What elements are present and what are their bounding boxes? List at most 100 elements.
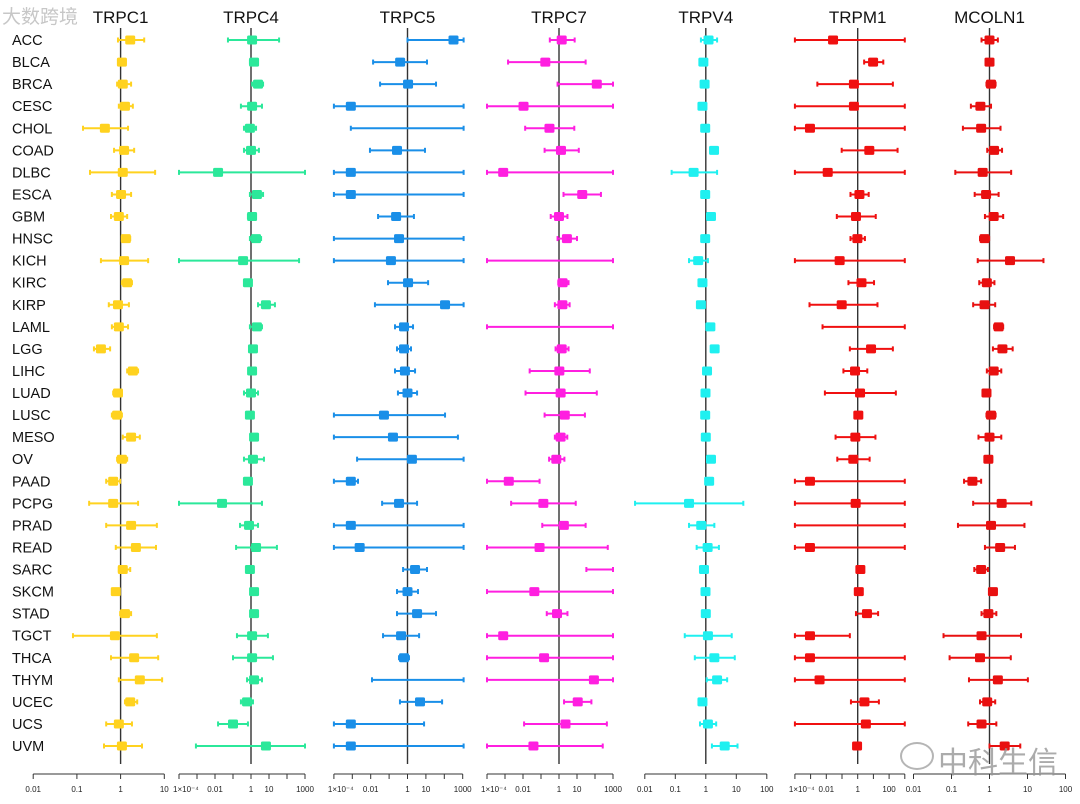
wechat-icon [900, 742, 934, 770]
hr-point-mcoln1-meso [984, 432, 995, 442]
hr-point-trpc7-stad [552, 609, 563, 619]
x-tick-label-trpc5: 0.01 [363, 785, 379, 794]
hr-point-trpm1-coad [864, 145, 875, 155]
hr-point-trpm1-thym [814, 675, 825, 685]
hr-point-trpc1-pcpg [108, 498, 119, 508]
hr-point-trpv4-meso [700, 432, 711, 442]
hr-point-trpc1-read [130, 542, 141, 552]
hr-point-trpc7-skcm [529, 587, 540, 597]
hr-point-trpc5-sarc [410, 565, 421, 574]
hr-point-trpc1-lihc [127, 366, 138, 376]
hr-point-trpv4-pcpg [684, 498, 695, 508]
hr-point-trpm1-meso [850, 432, 861, 442]
hr-point-trpv4-ucec [697, 697, 708, 707]
hr-point-trpc1-dlbc [117, 167, 128, 177]
hr-point-trpc7-cesc [518, 101, 529, 111]
x-tick-label-trpm1: 1 [855, 785, 860, 794]
hr-point-mcoln1-ucs [976, 719, 987, 729]
panel-title-mcoln1: MCOLN1 [954, 8, 1025, 27]
x-tick-label-trpc1: 0.01 [25, 785, 41, 794]
hr-point-trpc5-brca [403, 79, 414, 89]
row-label-kirc: KIRC [12, 276, 47, 292]
panel-title-trpc1: TRPC1 [93, 8, 149, 27]
hr-point-trpc5-pcpg [394, 498, 405, 508]
hr-point-trpc4-luad [246, 388, 256, 398]
hr-point-trpc5-lusc [378, 410, 389, 420]
hr-point-trpc1-gbm [113, 212, 124, 221]
hr-point-trpc4-kich [238, 256, 249, 266]
hr-point-mcoln1-lgg [997, 344, 1008, 354]
hr-point-trpv4-stad [700, 609, 711, 619]
hr-point-trpv4-blca [698, 57, 709, 67]
hr-point-mcoln1-ucec [982, 697, 993, 707]
hr-point-trpm1-read [804, 542, 815, 552]
x-tick-label-trpc4: 1000 [296, 785, 314, 794]
hr-point-trpc7-lgg [556, 344, 567, 354]
hr-point-trpm1-stad [861, 609, 872, 619]
hr-point-trpv4-cesc [697, 101, 708, 111]
hr-point-trpc4-lgg [247, 344, 258, 354]
x-tick-label-trpm1: 1×10⁻⁴ [789, 785, 815, 794]
hr-point-trpc7-ucs [560, 719, 571, 729]
x-tick-label-trpv4: 0.01 [637, 785, 653, 794]
row-label-acc: ACC [12, 33, 43, 49]
hr-point-trpc1-blca [116, 57, 127, 67]
hr-point-trpc1-kirp [112, 300, 123, 310]
hr-point-trpv4-dlbc [688, 167, 699, 177]
hr-point-trpc5-thca [399, 653, 410, 663]
hr-point-trpm1-kirp [836, 300, 847, 310]
hr-point-trpc5-esca [345, 189, 356, 199]
x-tick-label-mcoln1: 0.01 [906, 785, 922, 794]
hr-point-trpc7-acc [556, 35, 567, 45]
hr-point-trpv4-acc [703, 35, 714, 45]
hr-point-trpc1-chol [99, 123, 110, 133]
hr-point-trpm1-brca [848, 79, 859, 89]
x-tick-label-trpc7: 10 [573, 785, 582, 794]
hr-point-trpc7-lusc [559, 410, 570, 420]
hr-point-trpc4-pcpg [217, 498, 228, 508]
hr-point-trpv4-skcm [700, 587, 711, 597]
x-tick-label-trpc5: 10 [421, 785, 430, 794]
hr-point-trpv4-lgg [709, 344, 720, 354]
row-label-stad: STAD [12, 607, 50, 623]
hr-point-mcoln1-ov [983, 454, 994, 464]
hr-point-trpc1-stad [119, 609, 130, 619]
hr-point-mcoln1-blca [984, 57, 995, 67]
hr-point-trpc4-laml [251, 322, 262, 332]
hr-point-trpc7-coad [555, 145, 566, 155]
hr-point-trpc4-dlbc [213, 167, 224, 177]
row-label-cesc: CESC [12, 99, 52, 115]
hr-point-trpc5-acc [448, 35, 459, 45]
hr-point-trpc7-meso [555, 432, 566, 442]
hr-point-trpc7-ov [551, 454, 562, 464]
x-tick-label-trpc4: 0.01 [207, 785, 223, 794]
hr-point-trpc5-lgg [399, 344, 410, 354]
hr-point-trpc4-coad [246, 145, 256, 155]
hr-point-trpc4-ucec [242, 697, 253, 707]
hr-point-mcoln1-dlbc [977, 167, 988, 177]
x-tick-label-trpc7: 1000 [604, 785, 622, 794]
hr-point-trpm1-kich [834, 256, 845, 266]
hr-point-trpv4-uvm [719, 741, 730, 751]
row-label-lgg: LGG [12, 342, 43, 358]
row-label-lihc: LIHC [12, 364, 45, 380]
hr-point-trpc4-prad [244, 520, 255, 530]
hr-point-trpc5-uvm [345, 741, 356, 751]
hr-point-trpv4-lusc [700, 410, 711, 420]
hr-point-trpc1-cesc [119, 101, 130, 111]
hr-point-trpm1-gbm [850, 212, 861, 221]
hr-point-mcoln1-kich [1005, 256, 1016, 266]
hr-point-mcoln1-prad [986, 520, 997, 530]
hr-point-trpm1-luad [855, 388, 866, 398]
hr-point-trpc1-kirc [122, 278, 133, 288]
hr-point-mcoln1-esca [981, 189, 992, 199]
row-label-hnsc: HNSC [12, 232, 53, 248]
hr-point-trpc1-hnsc [120, 234, 131, 244]
hr-point-trpc5-ucs [345, 719, 356, 729]
row-label-kirp: KIRP [12, 298, 46, 314]
hr-point-trpc4-tgct [247, 631, 258, 641]
hr-point-trpc7-kirp [557, 300, 568, 310]
hr-point-trpc5-skcm [402, 587, 413, 597]
hr-point-trpc1-uvm [116, 741, 127, 751]
